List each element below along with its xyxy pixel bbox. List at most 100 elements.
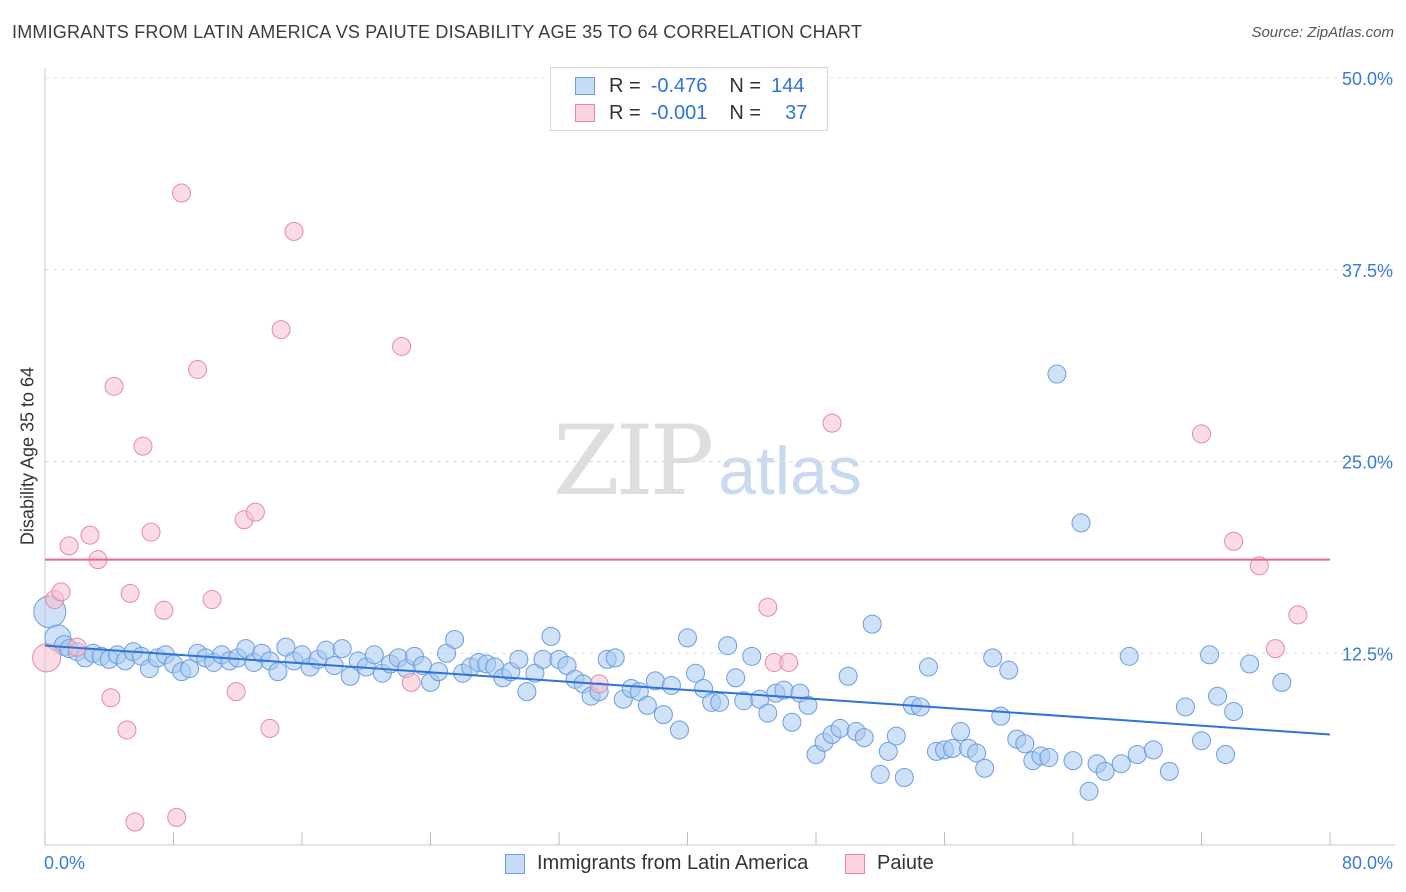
latin-america-point <box>878 741 898 761</box>
legend-r-value: -0.476 <box>650 74 708 97</box>
latin-america-point <box>1015 734 1035 754</box>
latin-america-point <box>1143 740 1163 760</box>
paiute-point <box>271 320 291 340</box>
latin-america-point <box>742 646 762 666</box>
latin-america-point <box>541 626 561 646</box>
paiute-point <box>117 720 137 740</box>
paiute-point <box>120 583 140 603</box>
paiute-point <box>260 718 280 738</box>
paiute-point <box>245 502 265 522</box>
latin-america-point <box>943 738 963 758</box>
latin-america-point <box>661 675 681 695</box>
paiute-point <box>202 590 222 610</box>
latin-america-point <box>1272 672 1292 692</box>
paiute-point <box>401 672 421 692</box>
paiute-point <box>141 522 161 542</box>
latin-america-point <box>509 649 529 669</box>
latin-america-point <box>951 721 971 741</box>
legend-row-latin-america: R = -0.476 N = 144 <box>575 74 804 98</box>
latin-america-point <box>533 649 553 669</box>
paiute-point <box>1288 605 1308 625</box>
latin-america-point <box>918 657 938 677</box>
latin-america-point <box>1224 702 1244 722</box>
latin-america-point <box>1208 686 1228 706</box>
latin-america-trendline <box>44 644 1331 736</box>
paiute-point <box>392 336 412 356</box>
paiute-point <box>104 376 124 396</box>
latin-america-point <box>180 659 200 679</box>
latin-america-point <box>862 614 882 634</box>
latin-america-point <box>364 645 384 665</box>
latin-america-point <box>686 663 706 683</box>
paiute-point <box>1192 424 1211 444</box>
latin-america-point <box>268 662 288 682</box>
latin-america-point <box>1216 744 1236 764</box>
x-tick-label: 80.0% <box>1342 853 1393 873</box>
latin-america-point <box>975 758 995 778</box>
paiute-point <box>284 221 304 241</box>
latin-america-point <box>854 728 874 748</box>
latin-america-point <box>637 695 657 715</box>
latin-america-point <box>967 743 987 763</box>
latin-america-point <box>669 720 689 740</box>
latin-america-point <box>1095 761 1115 781</box>
y-axis-label: Disability Age 35 to 64 <box>17 366 38 546</box>
latin-america-point <box>517 682 537 702</box>
y-tick-label: 37.5% <box>1342 261 1393 281</box>
x-tick-label: 0.0% <box>44 853 85 873</box>
legend-r-label: R = <box>609 101 641 124</box>
latin-america-point <box>710 692 730 712</box>
latin-america-point <box>1063 751 1083 771</box>
latin-america-point <box>445 629 465 649</box>
latin-america-point <box>1039 748 1059 768</box>
latin-america-point <box>838 666 858 686</box>
latin-america-point <box>983 648 1003 668</box>
latin-america-point <box>1119 646 1139 666</box>
legend-r-label: R = <box>609 74 641 97</box>
latin-america-point <box>678 628 697 648</box>
latin-america-point <box>1192 731 1211 751</box>
paiute-point <box>51 582 71 602</box>
paiute-point <box>1224 531 1244 551</box>
bottom-legend-label: Paiute <box>877 852 934 874</box>
latin-america-point <box>999 660 1019 680</box>
paiute-point <box>779 652 799 672</box>
paiute-point <box>80 525 100 545</box>
y-tick-label: 50.0% <box>1342 69 1393 89</box>
paiute-point <box>1249 556 1269 576</box>
legend-n-label: N = <box>729 74 762 97</box>
paiute-point <box>1265 639 1285 659</box>
latin-america-point <box>605 648 625 668</box>
bottom-legend-swatch-pink <box>845 853 865 874</box>
paiute-point <box>167 807 187 827</box>
latin-america-point <box>1071 513 1091 533</box>
latin-america-point <box>726 668 746 688</box>
legend-n-value: 144 <box>771 74 805 97</box>
legend-row-paiute: R = -0.001 N = 37 <box>575 101 807 125</box>
latin-america-point <box>894 768 914 788</box>
y-tick-label: 12.5% <box>1342 644 1393 664</box>
latin-america-point <box>1159 761 1179 781</box>
paiute-point <box>32 643 62 673</box>
legend-swatch-blue <box>575 77 595 95</box>
paiute-point <box>125 812 145 832</box>
latin-america-point <box>782 712 802 732</box>
latin-america-point <box>1240 654 1260 674</box>
latin-america-point <box>1127 744 1147 764</box>
paiute-point <box>188 359 208 379</box>
latin-america-point <box>1175 697 1195 717</box>
bottom-legend-latin-america: Immigrants from Latin America <box>505 852 808 875</box>
latin-america-point <box>1200 645 1220 665</box>
latin-america-point <box>332 639 352 659</box>
paiute-point <box>226 682 246 702</box>
paiute-point <box>133 436 153 456</box>
paiute-point <box>172 183 192 203</box>
latin-america-point <box>653 705 673 725</box>
legend-n-label: N = <box>729 101 762 124</box>
latin-america-point <box>758 703 778 723</box>
watermark: ZIP atlas <box>553 405 862 517</box>
latin-america-point <box>886 726 906 746</box>
latin-america-point <box>1079 781 1099 801</box>
latin-america-point <box>830 718 850 738</box>
